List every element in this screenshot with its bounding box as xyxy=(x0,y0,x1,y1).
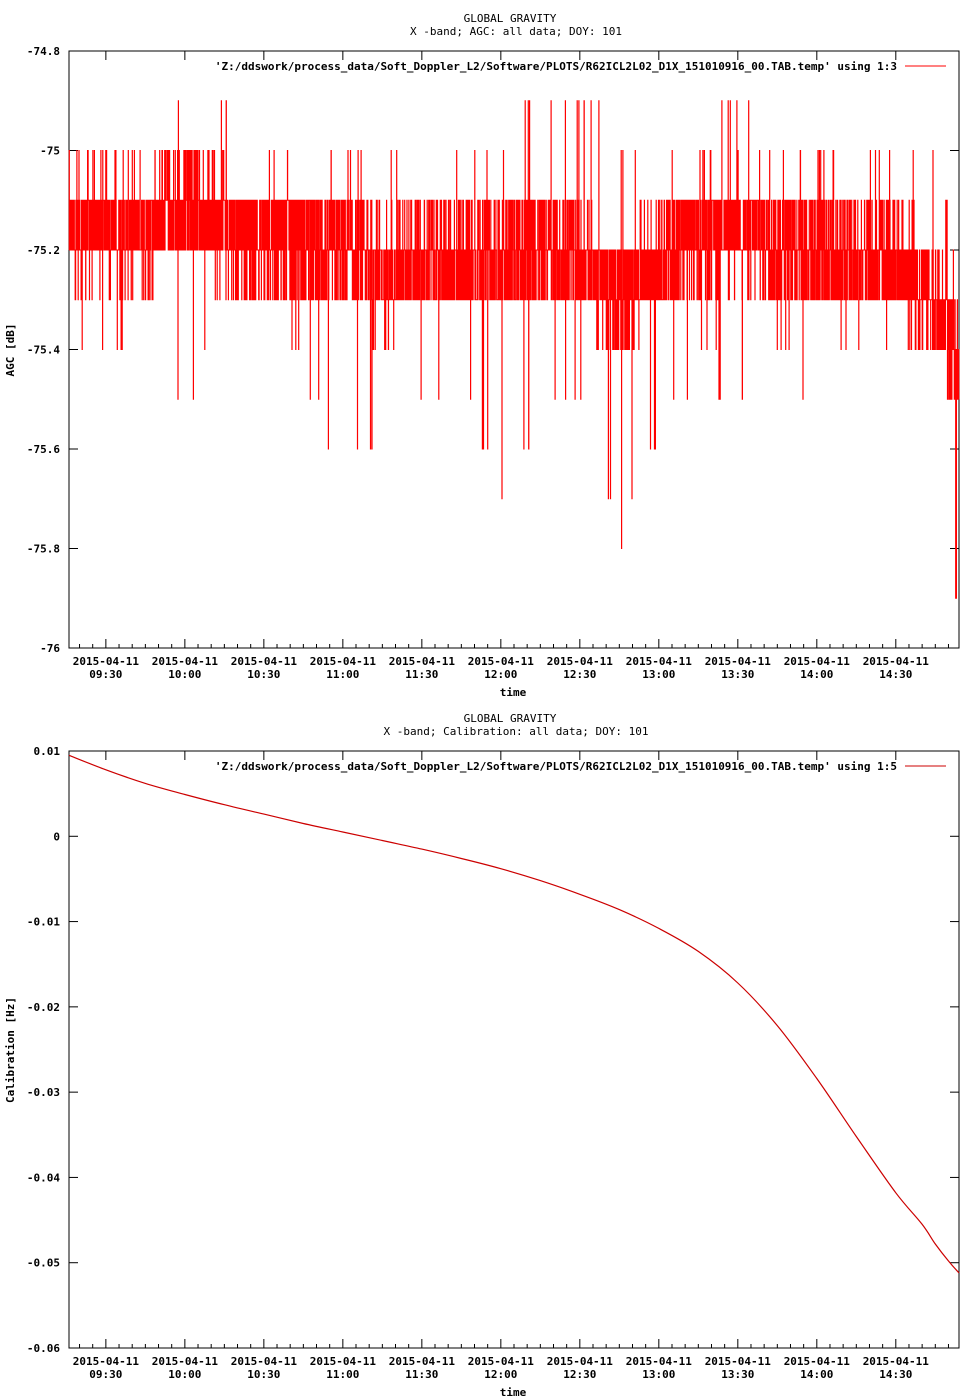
agc-x-tick-date: 2015-04-11 xyxy=(389,655,456,668)
calibration-x-axis: 2015-04-1109:302015-04-1110:002015-04-11… xyxy=(73,751,949,1381)
calibration-x-tick-time: 12:30 xyxy=(563,1368,596,1381)
calibration-chart: GLOBAL GRAVITY X -band; Calibration: all… xyxy=(4,712,960,1399)
agc-x-tick-time: 12:30 xyxy=(563,668,596,681)
calibration-chart-subtitle: X -band; Calibration: all data; DOY: 101 xyxy=(384,725,649,738)
calibration-x-tick-date: 2015-04-11 xyxy=(389,1355,456,1368)
calibration-y-tick-label: -0.02 xyxy=(27,1001,60,1014)
calibration-y-tick-label: 0.01 xyxy=(34,745,61,758)
calibration-x-tick-time: 11:00 xyxy=(326,1368,359,1381)
agc-x-tick-time: 13:30 xyxy=(721,668,754,681)
agc-x-tick-date: 2015-04-11 xyxy=(73,655,140,668)
agc-chart: GLOBAL GRAVITY X -band; AGC: all data; D… xyxy=(4,12,960,699)
calibration-x-tick-date: 2015-04-11 xyxy=(705,1355,772,1368)
agc-x-tick-date: 2015-04-11 xyxy=(547,655,614,668)
calibration-y-axis: 0.01 0 -0.01 -0.02 -0.03 -0.04 -0.05 -0.06 xyxy=(27,745,959,1355)
agc-x-tick-time: 12:00 xyxy=(484,668,517,681)
agc-x-tick-time: 10:30 xyxy=(247,668,280,681)
agc-y-axis: -74.8 -75 -75.2 -75.4 -75.6 -75.8 -76 xyxy=(27,45,959,655)
calibration-series-path xyxy=(68,754,960,1274)
calibration-x-tick-time: 10:30 xyxy=(247,1368,280,1381)
calibration-x-tick-date: 2015-04-11 xyxy=(310,1355,377,1368)
agc-x-tick-date: 2015-04-11 xyxy=(310,655,377,668)
agc-x-axis-label: time xyxy=(500,686,527,699)
agc-x-tick-date: 2015-04-11 xyxy=(705,655,772,668)
agc-y-tick-label: -75 xyxy=(40,145,60,158)
calibration-x-axis-label: time xyxy=(500,1386,527,1399)
agc-x-tick-time: 09:30 xyxy=(89,668,122,681)
agc-x-axis: 2015-04-1109:302015-04-1110:002015-04-11… xyxy=(73,51,949,681)
calibration-y-tick-label: 0 xyxy=(53,830,60,843)
calibration-x-tick-date: 2015-04-11 xyxy=(231,1355,298,1368)
calibration-plot-frame xyxy=(68,750,960,1349)
calibration-x-tick-time: 14:00 xyxy=(800,1368,833,1381)
calibration-x-tick-time: 14:30 xyxy=(879,1368,912,1381)
agc-x-tick-time: 10:00 xyxy=(168,668,201,681)
calibration-chart-title: GLOBAL GRAVITY xyxy=(464,712,557,725)
agc-x-tick-date: 2015-04-11 xyxy=(626,655,693,668)
calibration-x-tick-date: 2015-04-11 xyxy=(73,1355,140,1368)
calibration-x-tick-date: 2015-04-11 xyxy=(468,1355,535,1368)
calibration-y-tick-label: -0.01 xyxy=(27,916,60,929)
calibration-series-line xyxy=(68,754,960,1274)
agc-x-tick-date: 2015-04-11 xyxy=(784,655,851,668)
calibration-y-tick-label: -0.06 xyxy=(27,1342,60,1355)
agc-y-tick-label: -76 xyxy=(40,642,60,655)
calibration-x-tick-time: 10:00 xyxy=(168,1368,201,1381)
agc-x-tick-time: 11:00 xyxy=(326,668,359,681)
agc-y-axis-label: AGC [dB] xyxy=(4,324,17,377)
calibration-x-tick-time: 13:00 xyxy=(642,1368,675,1381)
agc-y-tick-label: -75.2 xyxy=(27,244,60,257)
calibration-x-tick-date: 2015-04-11 xyxy=(547,1355,614,1368)
agc-x-tick-date: 2015-04-11 xyxy=(152,655,219,668)
calibration-y-tick-label: -0.04 xyxy=(27,1171,60,1184)
calibration-x-tick-time: 11:30 xyxy=(405,1368,438,1381)
agc-x-tick-time: 14:30 xyxy=(879,668,912,681)
agc-x-tick-time: 13:00 xyxy=(642,668,675,681)
agc-plot-frame xyxy=(68,50,960,649)
calibration-y-tick-label: -0.03 xyxy=(27,1086,60,1099)
agc-x-tick-time: 14:00 xyxy=(800,668,833,681)
agc-y-tick-label: -74.8 xyxy=(27,45,60,58)
calibration-x-tick-date: 2015-04-11 xyxy=(784,1355,851,1368)
calibration-x-tick-date: 2015-04-11 xyxy=(626,1355,693,1368)
agc-chart-title: GLOBAL GRAVITY xyxy=(464,12,557,25)
calibration-x-tick-time: 13:30 xyxy=(721,1368,754,1381)
agc-series-line xyxy=(68,100,960,599)
agc-chart-subtitle: X -band; AGC: all data; DOY: 101 xyxy=(410,25,622,38)
calibration-y-axis-label: Calibration [Hz] xyxy=(4,997,17,1103)
agc-y-tick-label: -75.8 xyxy=(27,543,60,556)
agc-y-tick-label: -75.6 xyxy=(27,443,60,456)
calibration-x-tick-time: 09:30 xyxy=(89,1368,122,1381)
agc-y-tick-label: -75.4 xyxy=(27,344,60,357)
calibration-x-tick-date: 2015-04-11 xyxy=(863,1355,930,1368)
calibration-y-tick-label: -0.05 xyxy=(27,1257,60,1270)
calibration-x-tick-date: 2015-04-11 xyxy=(152,1355,219,1368)
agc-x-tick-date: 2015-04-11 xyxy=(468,655,535,668)
calibration-x-tick-time: 12:00 xyxy=(484,1368,517,1381)
agc-x-tick-time: 11:30 xyxy=(405,668,438,681)
calibration-legend-label: 'Z:/ddswork/process_data/Soft_Doppler_L2… xyxy=(215,760,897,773)
agc-series-path xyxy=(68,100,960,599)
agc-legend-label: 'Z:/ddswork/process_data/Soft_Doppler_L2… xyxy=(215,60,897,73)
agc-x-tick-date: 2015-04-11 xyxy=(863,655,930,668)
agc-x-tick-date: 2015-04-11 xyxy=(231,655,298,668)
